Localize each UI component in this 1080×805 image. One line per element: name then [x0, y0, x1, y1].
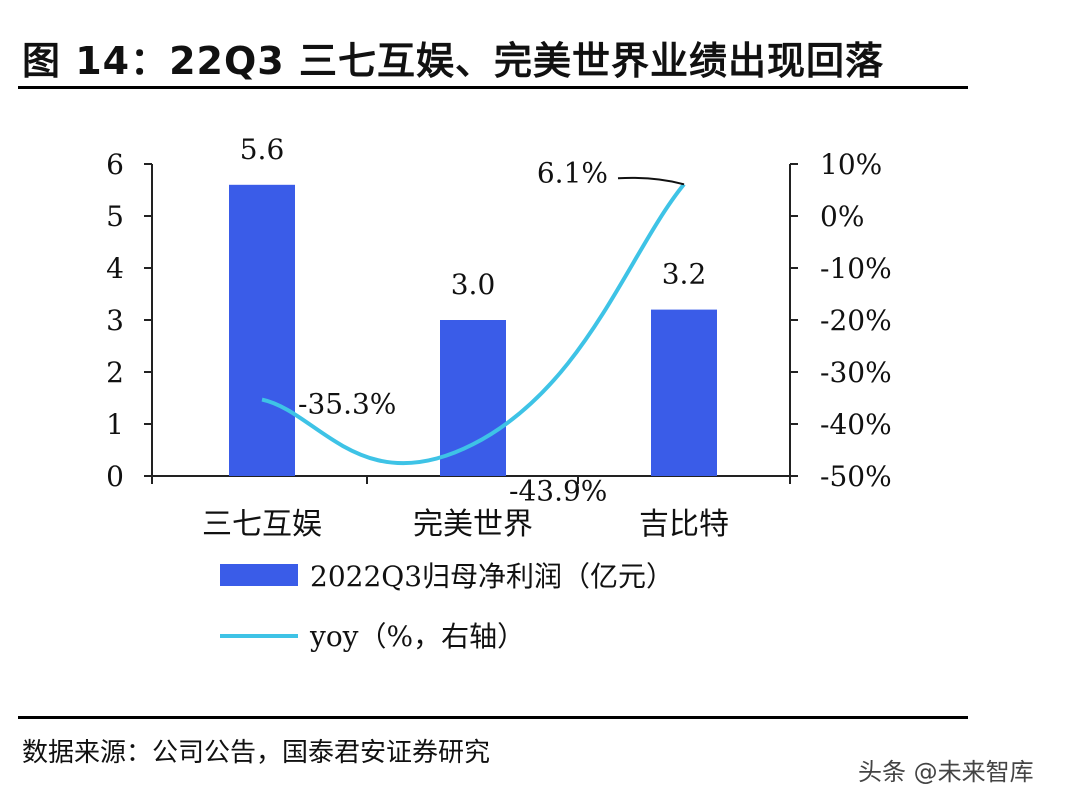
legend-line-label: yoy（%，右轴） — [309, 620, 525, 653]
left-tick-label: 4 — [106, 252, 124, 285]
bar-3 — [651, 309, 717, 476]
data-source: 数据来源：公司公告，国泰君安证券研究 — [22, 738, 491, 768]
yoy-line — [261, 183, 686, 466]
footer-rule — [18, 716, 968, 719]
combo-chart: 0 1 2 3 4 5 6 -50% -40% -30% -20% -10% 0% 10% 5.6 3.0 3.… — [106, 133, 892, 653]
left-tick-label: 2 — [106, 356, 124, 389]
yoy-point-label: -35.3% — [298, 388, 396, 421]
category-label: 三七互娱 — [202, 507, 322, 542]
bar-1 — [229, 184, 295, 477]
category-label: 吉比特 — [639, 507, 729, 542]
left-tick-label: 1 — [106, 408, 124, 441]
right-tick-label: -30% — [820, 356, 892, 389]
right-tick-label: 0% — [820, 200, 864, 233]
bar-value-label: 3.2 — [662, 258, 707, 291]
right-tick-label: -50% — [820, 460, 892, 493]
label-leader-line — [617, 176, 685, 186]
right-tick-label: -10% — [820, 252, 892, 285]
bar-value-label: 5.6 — [240, 133, 285, 166]
yoy-point-label: -43.9% — [509, 474, 607, 507]
category-label: 完美世界 — [413, 507, 533, 542]
right-tick-label: -40% — [820, 408, 892, 441]
right-tick-label: 10% — [820, 148, 882, 181]
legend-bar-swatch — [220, 564, 298, 586]
bar-value-label: 3.0 — [451, 268, 496, 301]
left-tick-label: 3 — [106, 304, 124, 337]
figure-title: 图 14：22Q3 三七互娱、完美世界业绩出现回落 — [22, 39, 884, 83]
legend-bar-label: 2022Q3归母净利润（亿元） — [310, 560, 674, 593]
title-rule — [18, 86, 968, 89]
watermark: 头条 @未来智库 — [858, 758, 1034, 786]
left-tick-label: 6 — [106, 148, 124, 181]
yoy-point-label: 6.1% — [537, 156, 608, 189]
left-tick-label: 0 — [106, 460, 124, 493]
bar-2 — [440, 320, 506, 476]
right-tick-label: -20% — [820, 304, 892, 337]
left-tick-label: 5 — [106, 200, 124, 233]
